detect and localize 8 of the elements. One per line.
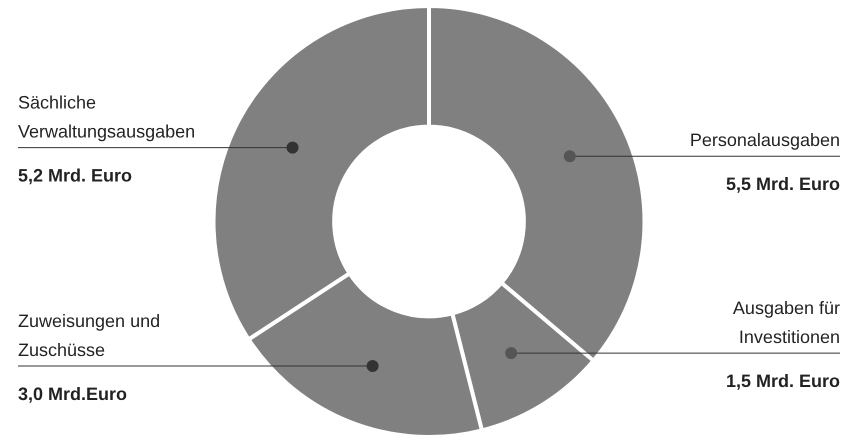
data-label: 1,5 Mrd. Euro <box>726 371 840 392</box>
data-label: 3,0 Mrd.Euro <box>18 384 128 404</box>
slice-label: Personalausgaben <box>690 130 840 150</box>
data-label: 5,5 Mrd. Euro <box>726 174 840 194</box>
data-label: 5,2 Mrd. Euro <box>18 166 132 186</box>
slice-label: Ausgaben für Investitionen <box>732 298 840 348</box>
slice-label: Zuweisungen und Zuschüsse <box>18 311 160 360</box>
slice-label: Sächliche Verwaltungsausgaben <box>18 92 196 142</box>
